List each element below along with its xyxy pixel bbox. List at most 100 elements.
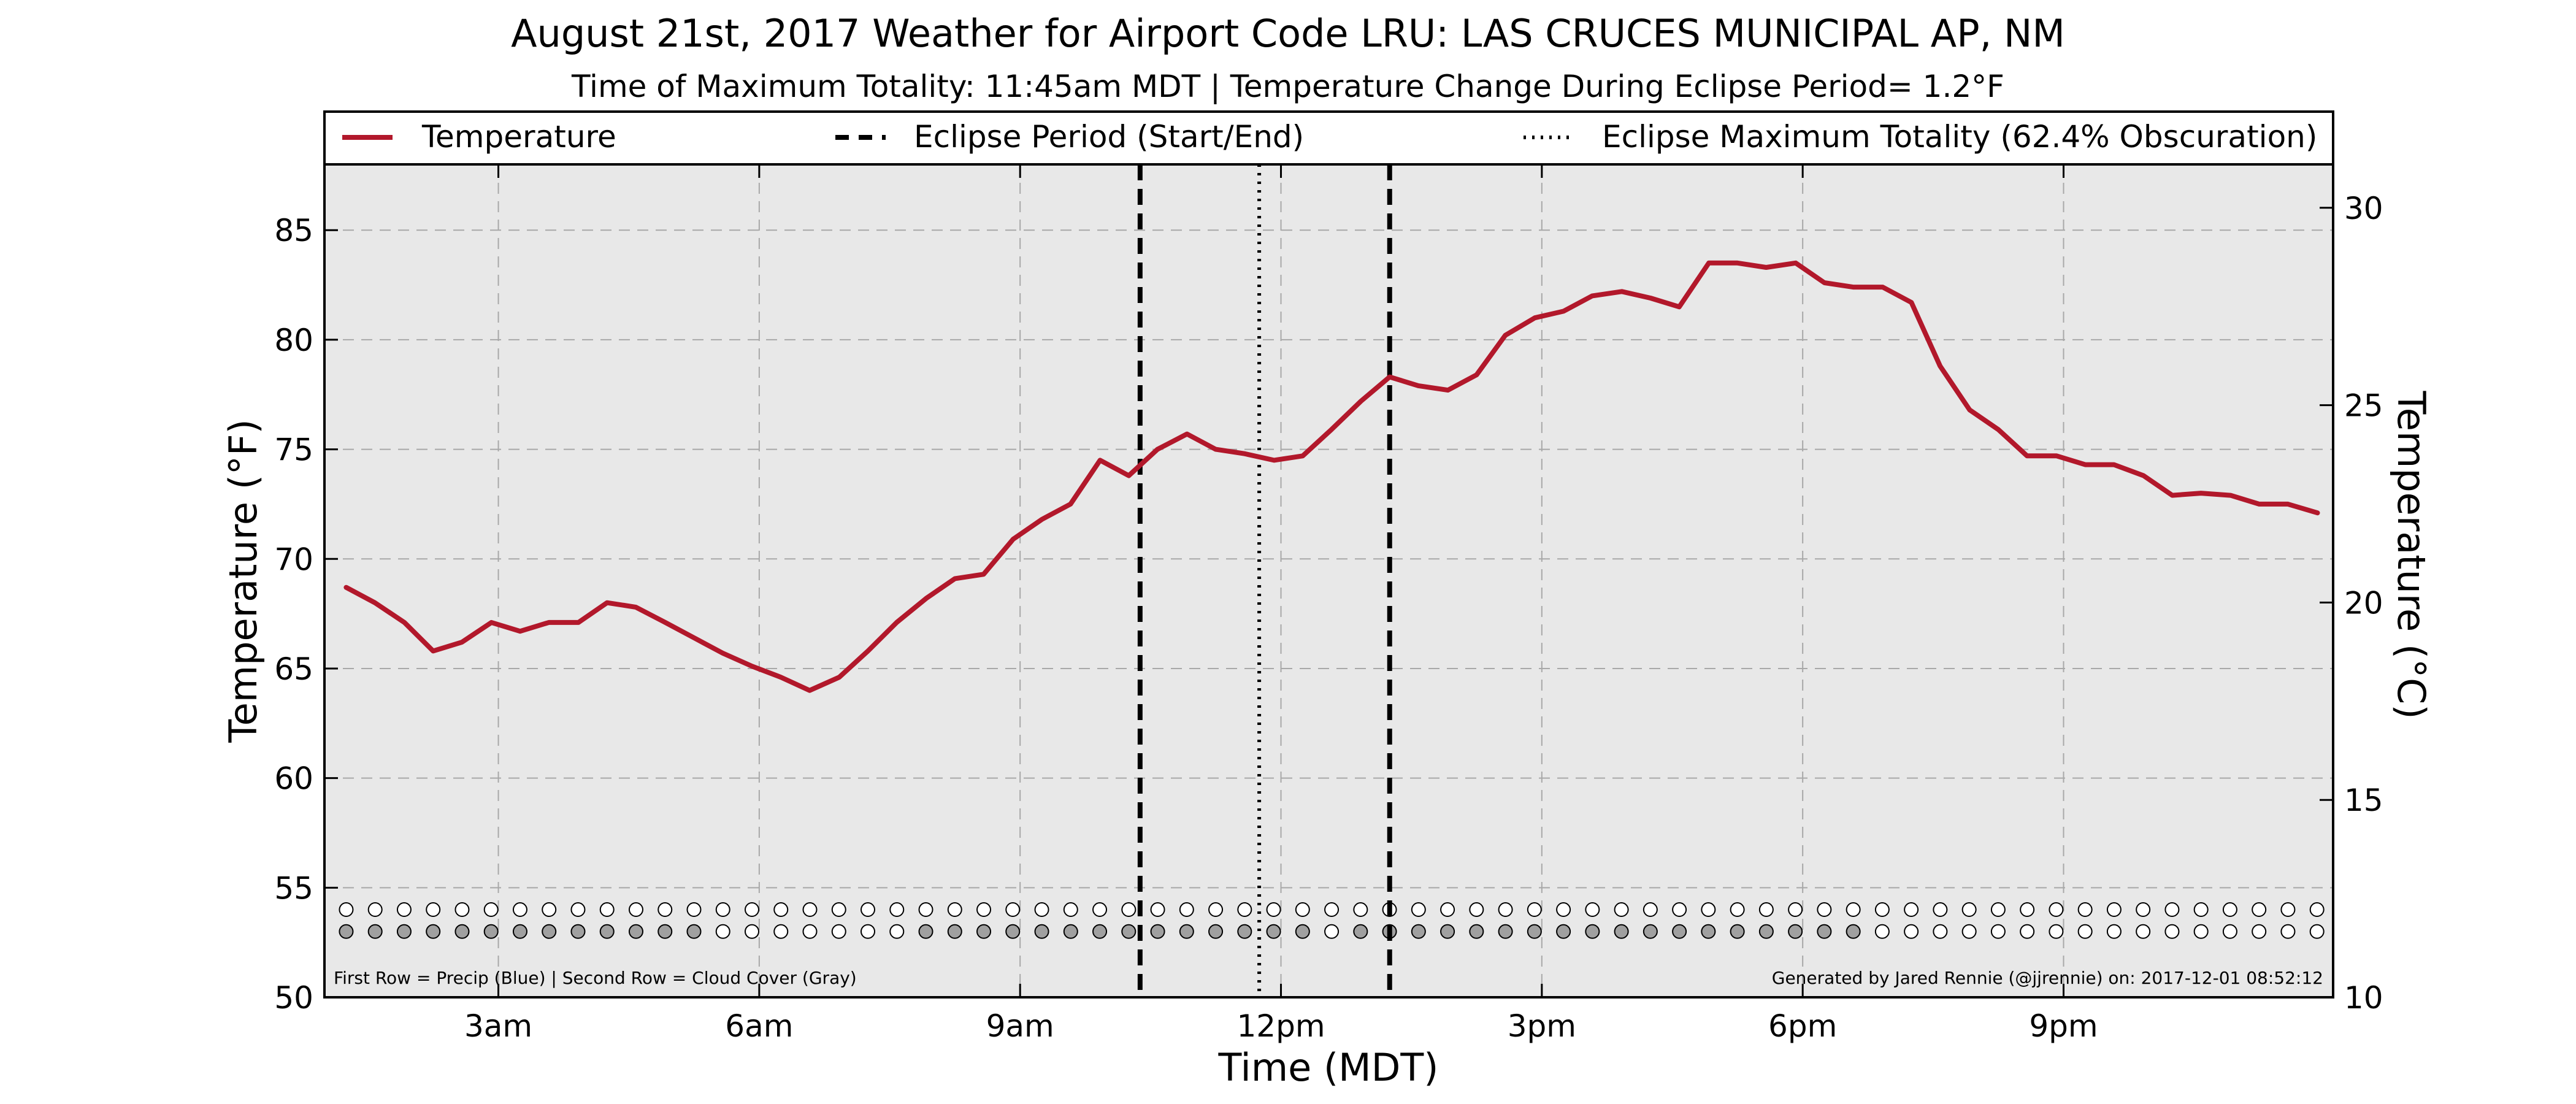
precip-marker (1585, 902, 1600, 918)
precip-marker (396, 902, 412, 918)
cloud-cover-marker (2309, 924, 2325, 939)
precip-marker (512, 902, 527, 918)
cloud-cover-marker (483, 924, 499, 939)
precip-marker (831, 902, 846, 918)
precip-marker (1556, 902, 1571, 918)
cloud-cover-marker (918, 924, 933, 939)
cloud-cover-marker (1034, 924, 1049, 939)
cloud-cover-marker (889, 924, 905, 939)
precip-marker (1063, 902, 1078, 918)
cloud-cover-marker (1758, 924, 1774, 939)
temperature-line (343, 260, 2320, 693)
eclipse-lines (1137, 164, 1392, 997)
cloud-cover-marker (1701, 924, 1716, 939)
y-tick-label: 75 (274, 432, 313, 468)
cloud-cover-marker (1614, 924, 1629, 939)
cloud-cover-marker (367, 924, 383, 939)
precip-marker (426, 902, 441, 918)
precip-marker (2164, 902, 2180, 918)
x-tick-label: 3pm (1508, 1008, 1576, 1044)
cloud-cover-marker (2106, 924, 2122, 939)
cloud-cover-marker (1933, 924, 1948, 939)
cloud-cover-marker (1266, 924, 1281, 939)
cloud-cover-marker (1498, 924, 1513, 939)
cloud-cover-marker (802, 924, 818, 939)
legend-box (323, 110, 2334, 166)
x-tick-label: 9am (986, 1008, 1054, 1044)
chart-title: August 21st, 2017 Weather for Airport Co… (511, 11, 2065, 56)
precip-marker (1904, 902, 1919, 918)
precip-marker (861, 902, 876, 918)
cloud-cover-marker (426, 924, 441, 939)
precip-marker (918, 902, 933, 918)
precip-marker (454, 902, 470, 918)
cloud-cover-marker (1324, 924, 1340, 939)
x-tick-label: 12pm (1236, 1008, 1325, 1044)
cloud-cover-marker (2049, 924, 2064, 939)
y-tick-label: 85 (274, 213, 313, 248)
credit-text: Generated by Jared Rennie (@jjrennie) on… (1772, 968, 2323, 988)
cloud-cover-marker (1411, 924, 1426, 939)
cloud-cover-marker (599, 924, 615, 939)
cloud-cover-marker (1005, 924, 1021, 939)
precip-marker (2309, 902, 2325, 918)
legend-label-eclipse-max: Eclipse Maximum Totality (62.4% Obscurat… (1602, 119, 2317, 155)
chart-subtitle: Time of Maximum Totality: 11:45am MDT | … (571, 69, 2004, 104)
y-tick-label-right: 20 (2344, 585, 2383, 621)
cloud-cover-marker (1179, 924, 1194, 939)
precip-marker (1208, 902, 1224, 918)
cloud-cover-marker (1672, 924, 1687, 939)
y-tick-label: 65 (274, 651, 313, 687)
precip-marker (2106, 902, 2122, 918)
cloud-cover-marker (2252, 924, 2267, 939)
precip-marker (1179, 902, 1194, 918)
plot-background (324, 164, 2333, 997)
precip-marker (1990, 902, 2006, 918)
y-axis-label-right: Temperature (°C) (2389, 390, 2434, 719)
cloud-cover-marker (1788, 924, 1803, 939)
cloud-cover-marker (976, 924, 992, 939)
cloud-cover-marker (1150, 924, 1165, 939)
y-tick-label: 50 (274, 980, 313, 1016)
y-tick-label: 55 (274, 870, 313, 906)
legend-label-eclipse-period: Eclipse Period (Start/End) (914, 119, 1304, 155)
cloud-cover-marker (686, 924, 702, 939)
precip-marker (2020, 902, 2035, 918)
precip-marker (1643, 902, 1658, 918)
precip-marker (1266, 902, 1281, 918)
precip-marker (2193, 902, 2209, 918)
precip-marker (1498, 902, 1513, 918)
x-tick-label: 6pm (1768, 1008, 1837, 1044)
precip-marker (1353, 902, 1368, 918)
cloud-cover-marker (1904, 924, 1919, 939)
grid (324, 164, 2333, 997)
cloud-cover-marker (1092, 924, 1108, 939)
precip-marker (599, 902, 615, 918)
cloud-cover-marker (861, 924, 876, 939)
precip-marker (339, 902, 354, 918)
precip-marker (657, 902, 673, 918)
x-tick-label: 3am (464, 1008, 532, 1044)
cloud-cover-marker (1961, 924, 1977, 939)
precip-marker (889, 902, 905, 918)
cloud-cover-marker (628, 924, 643, 939)
cloud-cover-marker (2280, 924, 2296, 939)
precip-marker (542, 902, 557, 918)
precip-marker (1237, 902, 1252, 918)
precip-marker (2077, 902, 2093, 918)
cloud-cover-marker (947, 924, 962, 939)
precip-marker (1846, 902, 1861, 918)
precip-marker (802, 902, 818, 918)
precip-marker (1788, 902, 1803, 918)
cloud-cover-marker (1295, 924, 1310, 939)
cloud-cover-marker (1121, 924, 1137, 939)
precip-marker (1150, 902, 1165, 918)
cloud-cover-marker (657, 924, 673, 939)
precip-marker (773, 902, 789, 918)
precip-marker (1324, 902, 1340, 918)
precip-marker (570, 902, 586, 918)
precip-marker (1527, 902, 1542, 918)
precip-marker (2136, 902, 2151, 918)
y-tick-label: 80 (274, 323, 313, 358)
y-tick-label-right: 10 (2344, 980, 2383, 1016)
